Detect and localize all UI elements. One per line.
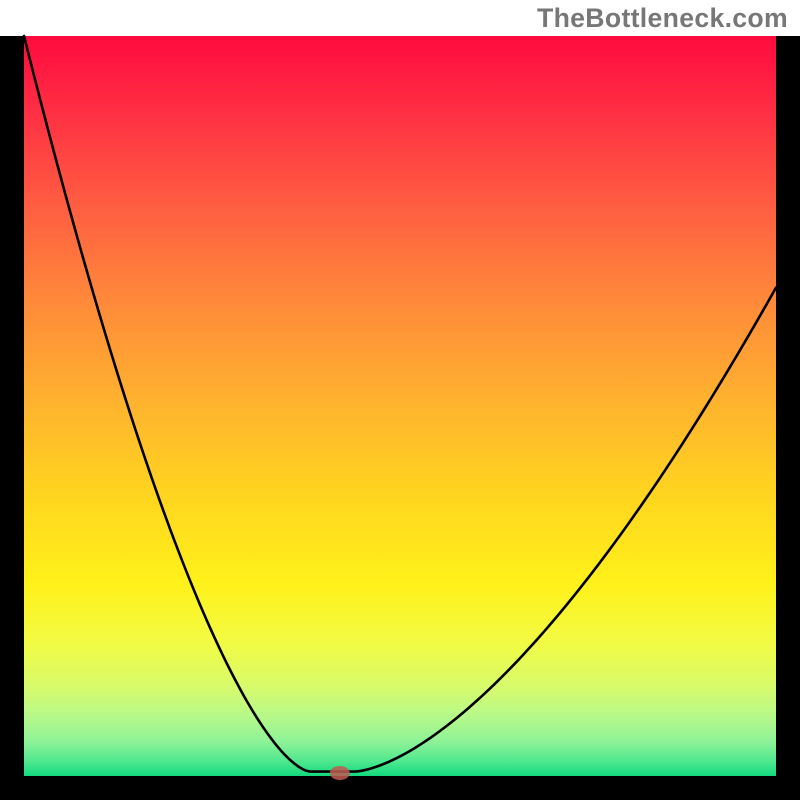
- watermark-text: TheBottleneck.com: [537, 3, 788, 34]
- minimum-marker: [330, 766, 350, 780]
- watermark-container: TheBottleneck.com: [537, 0, 800, 36]
- gradient-plot-background: [24, 36, 776, 776]
- chart-svg: [0, 0, 800, 800]
- chart-stage: TheBottleneck.com: [0, 0, 800, 800]
